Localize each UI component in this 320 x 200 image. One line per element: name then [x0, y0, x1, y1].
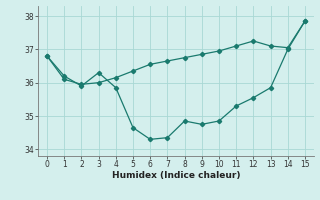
X-axis label: Humidex (Indice chaleur): Humidex (Indice chaleur): [112, 171, 240, 180]
